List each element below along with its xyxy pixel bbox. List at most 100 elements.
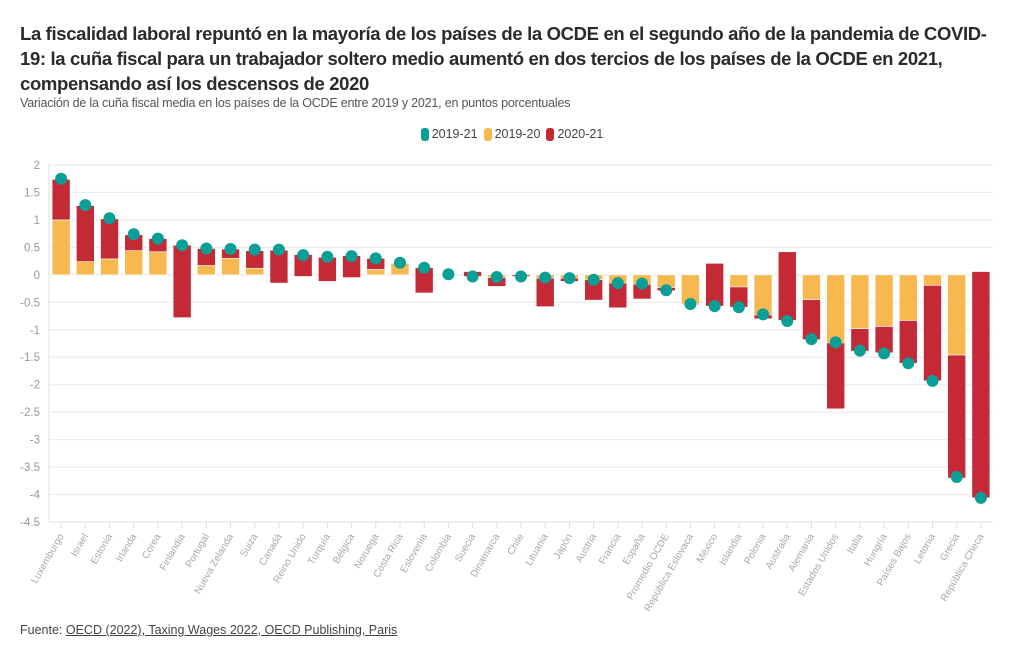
dot-2019-21 <box>490 271 503 284</box>
dot-2019-21 <box>902 357 915 370</box>
dot-2019-21 <box>369 252 382 265</box>
legend-swatch-2019-20 <box>483 127 492 141</box>
bar-2020-21 <box>777 251 797 321</box>
bar-2020-21 <box>898 320 918 364</box>
bars <box>51 178 991 499</box>
dot-2019-21 <box>55 172 68 185</box>
legend-swatch-2020-21 <box>546 127 555 141</box>
dot-2019-21 <box>151 232 164 245</box>
bar-2020-21 <box>826 342 845 410</box>
bar-2019-20 <box>874 274 894 327</box>
y-tick-label: -4 <box>30 490 41 502</box>
chart-subtitle: Variación de la cuña fiscal media en los… <box>20 96 571 110</box>
dots <box>55 172 987 504</box>
x-tick-label: Francia <box>597 532 623 567</box>
dot-2019-21 <box>732 301 745 314</box>
y-tick-label: -2 <box>30 380 40 392</box>
y-tick-label: 1.5 <box>24 187 40 199</box>
y-tick-label: -1.5 <box>20 352 40 364</box>
x-tick-label: Estonia <box>89 532 115 567</box>
y-tick-label: -1 <box>30 325 40 337</box>
dot-2019-21 <box>345 250 358 263</box>
y-tick-label: 2 <box>34 160 40 172</box>
x-tick-label: Luxemburgo <box>29 532 67 586</box>
dot-2019-21 <box>539 271 552 284</box>
bar-2020-21 <box>923 284 942 382</box>
legend-swatch-2019-21 <box>420 127 429 141</box>
dot-2019-21 <box>393 256 406 269</box>
dot-2019-21 <box>418 261 431 274</box>
x-tick-label: Letonia <box>912 532 938 566</box>
x-tick-label: Polonia <box>742 532 768 567</box>
dot-2019-21 <box>636 277 649 290</box>
bar-2019-20 <box>366 269 386 276</box>
dot-2019-21 <box>805 333 818 346</box>
source-link[interactable]: OECD (2022), Taxing Wages 2022, OECD Pub… <box>65 623 398 637</box>
y-tick-label: -3 <box>30 435 40 447</box>
dot-2019-21 <box>297 249 310 262</box>
x-tick-label: Islandia <box>718 532 745 568</box>
x-tick-label: España <box>621 532 648 567</box>
dot-2019-21 <box>103 212 116 225</box>
dot-2019-21 <box>853 344 866 357</box>
dot-2019-21 <box>587 273 600 286</box>
dot-2019-21 <box>248 243 261 256</box>
bar-2020-21 <box>51 178 71 221</box>
bar-2020-21 <box>705 263 724 307</box>
chart-title: La fiscalidad laboral repuntó en la mayo… <box>20 23 987 94</box>
bar-2019-20 <box>76 261 95 276</box>
x-tick-label: Japón <box>552 532 575 561</box>
dot-2019-21 <box>176 239 189 252</box>
dot-2019-21 <box>442 268 455 281</box>
dot-2019-21 <box>878 347 891 360</box>
x-tick-label: Corea <box>140 532 163 561</box>
dot-2019-21 <box>950 470 963 483</box>
dot-2019-21 <box>974 491 987 504</box>
dot-2019-21 <box>272 243 285 256</box>
dot-2019-21 <box>781 314 794 327</box>
dot-2019-21 <box>611 277 624 290</box>
source-prefix: Fuente: <box>20 623 66 637</box>
dot-2019-21 <box>515 270 527 283</box>
x-tick-label: Irlanda <box>115 532 140 564</box>
y-tick-label: 0 <box>34 270 40 282</box>
x-tick-label: Chile <box>506 532 527 558</box>
x-tick-label: Austria <box>574 532 599 565</box>
dot-2019-21 <box>708 300 721 313</box>
dot-2019-21 <box>829 336 842 349</box>
x-tick-label: Turquía <box>306 532 333 567</box>
bar-2020-21 <box>100 218 119 260</box>
x-tick-label: Bélgica <box>331 532 357 566</box>
x-tick-label: Grecia <box>938 532 962 563</box>
dot-2019-21 <box>563 272 576 285</box>
bar-2019-20 <box>947 274 966 356</box>
legend-label: 2019-21 <box>431 127 478 141</box>
dot-2019-21 <box>200 242 213 255</box>
x-tick-label: México <box>695 532 721 565</box>
y-tick-label: -2.5 <box>20 407 40 419</box>
bar-2019-20 <box>197 265 216 276</box>
bar-2019-20 <box>923 274 942 286</box>
dot-2019-21 <box>926 374 939 387</box>
dot-2019-21 <box>684 297 697 310</box>
legend: 2019-21 2019-20 2020-21 <box>0 127 1024 141</box>
y-axis: 2 1.5 1 0.5 0 -0.5 -1 -1.5 -2 -2.5 -3 -3.5 -4 -4.5 <box>20 160 50 529</box>
bar-2020-21 <box>947 354 966 479</box>
legend-label: 2020-21 <box>557 127 604 141</box>
legend-item-2020-21[interactable]: 2020-21 <box>546 127 603 141</box>
x-tick-label: Suecia <box>453 532 478 564</box>
legend-item-2019-20[interactable]: 2019-20 <box>483 127 541 141</box>
bar-2019-20 <box>100 258 119 276</box>
bar-2020-21 <box>172 244 192 318</box>
legend-item-2019-21[interactable]: 2019-21 <box>420 127 478 141</box>
legend-label: 2019-20 <box>494 127 541 141</box>
source-note: Fuente: OECD (2022), Taxing Wages 2022, … <box>20 623 397 637</box>
bar-2019-20 <box>245 267 265 276</box>
bar-2019-20 <box>148 251 168 276</box>
y-tick-label: -0.5 <box>20 297 40 309</box>
dot-2019-21 <box>321 250 334 263</box>
bar-2019-20 <box>51 219 71 276</box>
x-tick-label: Italia <box>845 532 865 556</box>
